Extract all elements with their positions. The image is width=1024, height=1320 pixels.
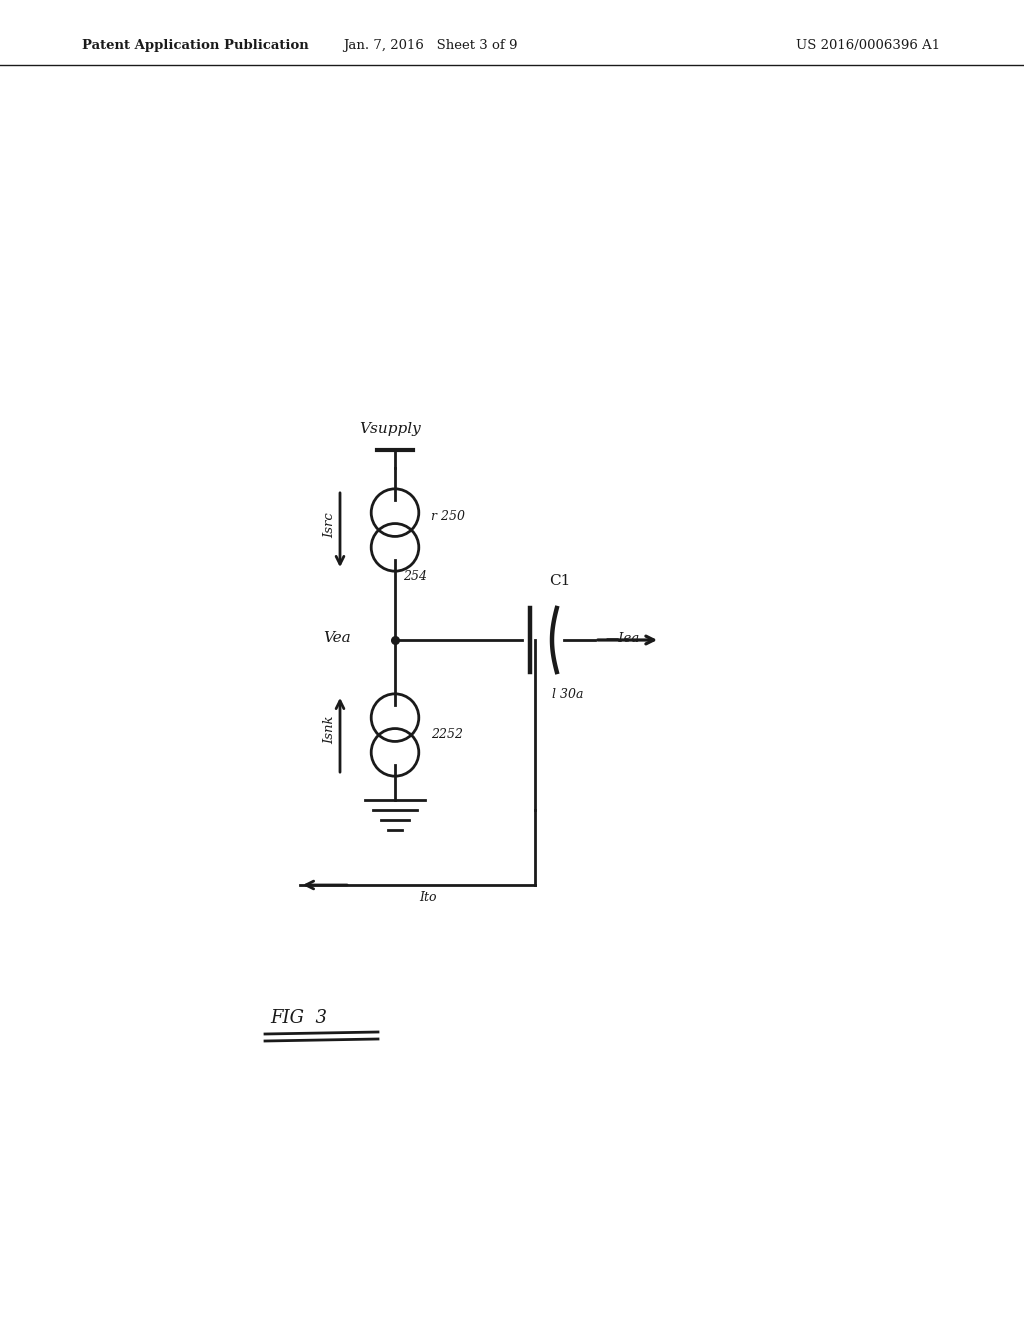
Text: r 250: r 250	[431, 510, 465, 523]
Text: —Iea: —Iea	[605, 631, 639, 644]
Text: US 2016/0006396 A1: US 2016/0006396 A1	[796, 38, 940, 51]
Text: FIG  3: FIG 3	[270, 1008, 327, 1027]
Text: Vsupply: Vsupply	[359, 422, 421, 436]
Text: C1: C1	[549, 574, 570, 587]
Text: 254: 254	[403, 569, 427, 582]
Text: 2252: 2252	[431, 729, 463, 742]
Text: Jan. 7, 2016   Sheet 3 of 9: Jan. 7, 2016 Sheet 3 of 9	[343, 38, 517, 51]
Text: Isnk: Isnk	[324, 715, 337, 744]
Text: Patent Application Publication: Patent Application Publication	[82, 38, 309, 51]
Text: Vea: Vea	[324, 631, 351, 645]
Text: Isrc: Isrc	[324, 512, 337, 537]
Text: Ito: Ito	[419, 891, 436, 904]
Text: l 30a: l 30a	[552, 688, 584, 701]
